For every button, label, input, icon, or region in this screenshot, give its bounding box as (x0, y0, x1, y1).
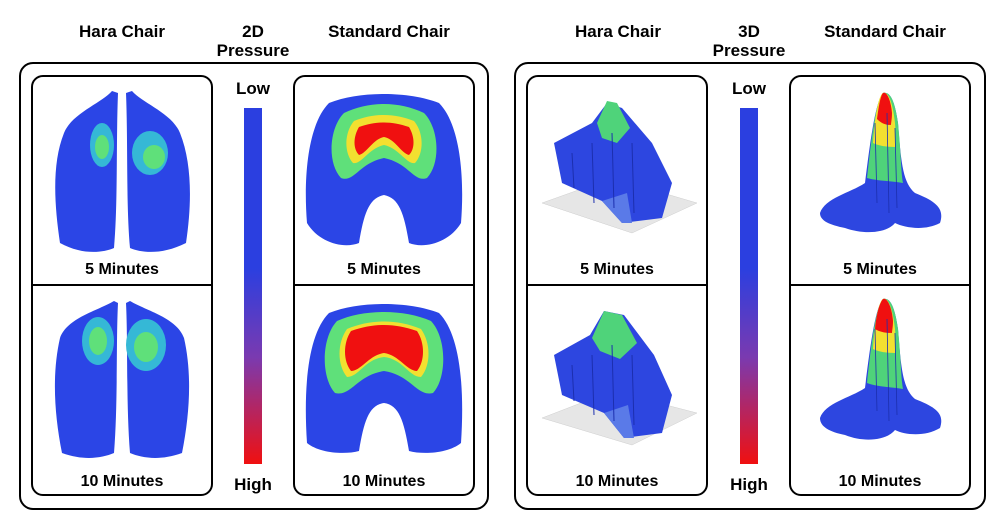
right-header-pressure: 3D Pressure (704, 22, 794, 60)
scale-2d-low-label: Low (236, 79, 270, 98)
right-header-pressure-line2: Pressure (712, 41, 786, 60)
left-header-standard: Standard Chair (328, 22, 450, 41)
standard-2d-10min-caption: 10 Minutes (342, 473, 426, 490)
hara-3d-divider (528, 284, 706, 286)
left-header-pressure-line2: Pressure (216, 41, 290, 60)
scale-3d-low-label: Low (732, 79, 766, 98)
left-header-pressure: 2D Pressure (208, 22, 298, 60)
standard-2d-5min-map (295, 83, 473, 261)
hara-2d-card: 5 Minutes 10 Minutes (31, 75, 213, 496)
scale-2d-gradient-bar (244, 108, 262, 464)
hara-2d-10min-caption: 10 Minutes (80, 473, 164, 490)
hara-3d-10min-surface (528, 293, 706, 463)
scale-2d-high-label: High (234, 475, 272, 494)
standard-2d-divider (295, 284, 473, 286)
hara-2d-10min-map (33, 293, 211, 463)
right-header-standard: Standard Chair (824, 22, 946, 41)
left-panel-2d: 5 Minutes 10 Minutes Low High (19, 62, 489, 510)
right-panel-3d: 5 Minutes 10 Minutes Low High (514, 62, 986, 510)
left-header-pressure-line1: 2D (242, 22, 264, 41)
scale-3d-gradient-bar (740, 108, 758, 464)
standard-3d-card: 5 Minutes 10 Minutes (789, 75, 971, 496)
standard-3d-10min-caption: 10 Minutes (838, 473, 922, 490)
left-header-hara: Hara Chair (79, 22, 165, 41)
standard-2d-10min-map (295, 293, 473, 463)
standard-3d-10min-surface (791, 293, 969, 463)
right-header-pressure-line1: 3D (738, 22, 760, 41)
standard-2d-5min-caption: 5 Minutes (347, 261, 421, 278)
hara-3d-5min-caption: 5 Minutes (580, 261, 654, 278)
hara-3d-10min-caption: 10 Minutes (575, 473, 659, 490)
hara-2d-5min-map (33, 83, 211, 261)
right-header-hara: Hara Chair (575, 22, 661, 41)
hara-2d-5min-caption: 5 Minutes (85, 261, 159, 278)
scale-3d-high-label: High (730, 475, 768, 494)
standard-3d-5min-surface (791, 83, 969, 261)
hara-2d-divider (33, 284, 211, 286)
standard-3d-divider (791, 284, 969, 286)
standard-3d-5min-caption: 5 Minutes (843, 261, 917, 278)
standard-2d-card: 5 Minutes 10 Minutes (293, 75, 475, 496)
hara-3d-card: 5 Minutes 10 Minutes (526, 75, 708, 496)
hara-3d-5min-surface (528, 83, 706, 261)
